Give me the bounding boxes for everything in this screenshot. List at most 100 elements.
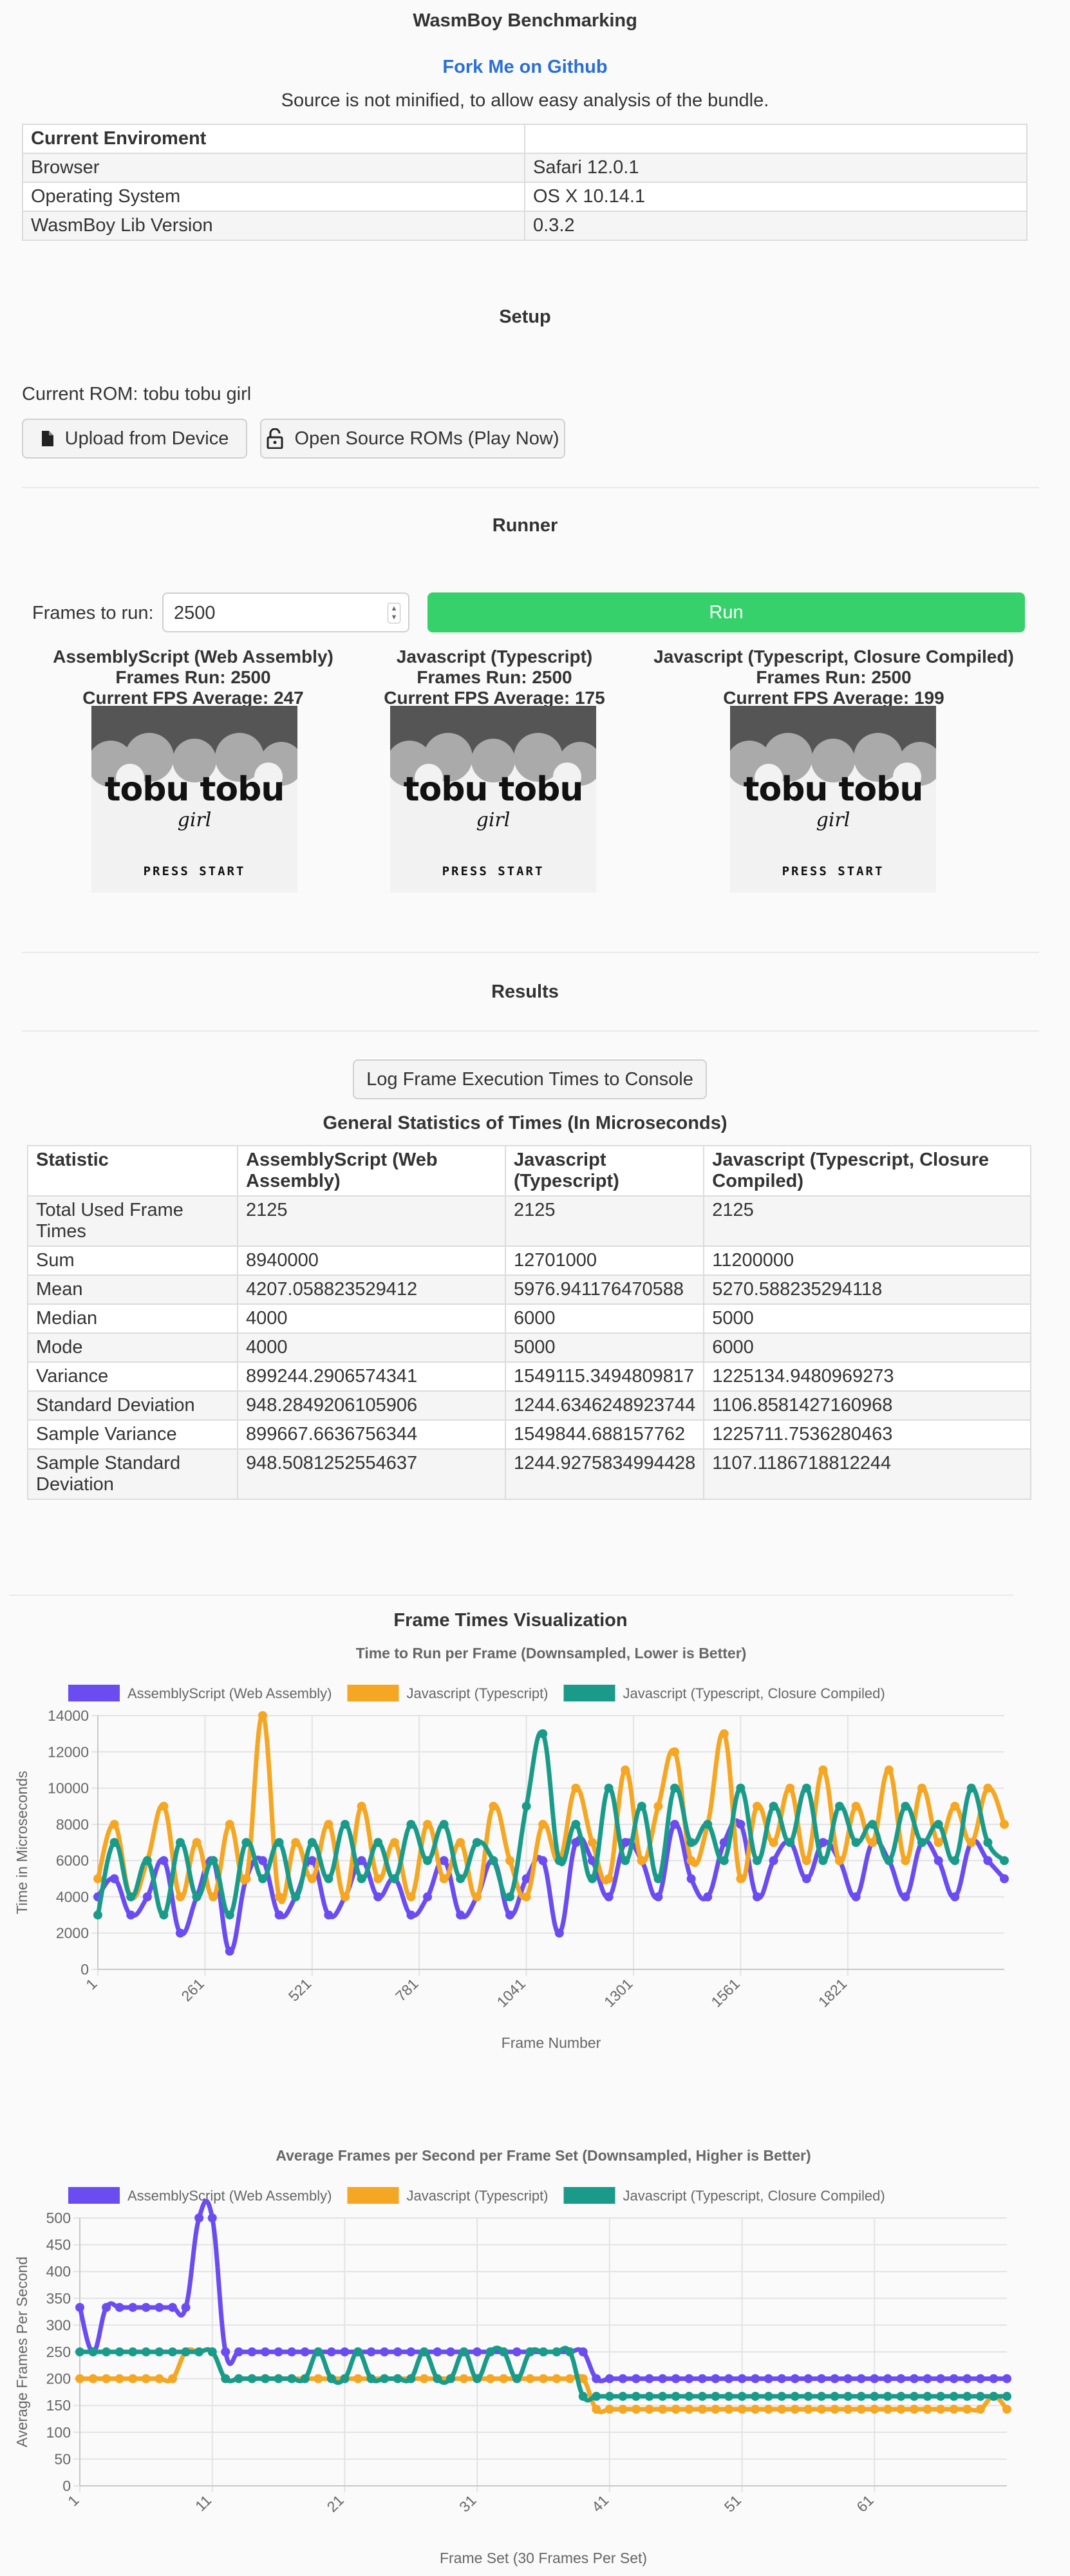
data-point	[989, 2392, 999, 2401]
log-frame-times-button[interactable]: Log Frame Execution Times to Console	[353, 1059, 707, 1099]
data-point	[393, 2374, 402, 2383]
cell: 2125	[237, 1195, 506, 1247]
data-point	[168, 2374, 177, 2383]
data-point	[406, 1910, 416, 1920]
legend-label: AssemblyScript (Web Assembly)	[127, 2188, 332, 2204]
x-tick-label: 61	[853, 2492, 876, 2515]
stepper-icon[interactable]: ▴ ▾	[388, 603, 400, 623]
series-line	[96, 1818, 1006, 1954]
data-point	[802, 1874, 811, 1884]
data-point	[176, 1928, 185, 1938]
data-point	[644, 2374, 654, 2383]
data-point	[621, 1765, 630, 1775]
data-point	[326, 2374, 336, 2383]
data-point	[653, 1801, 663, 1811]
x-axis-label: Frame Number	[502, 2034, 601, 2051]
data-point	[194, 2213, 204, 2222]
env-value: Safari 12.0.1	[524, 153, 1028, 183]
data-point	[632, 2374, 641, 2383]
table-row: Total Used Frame Times 2125 2125 2125	[27, 1195, 1031, 1247]
data-point	[686, 1838, 696, 1847]
data-point	[274, 2374, 283, 2383]
legend-swatch	[68, 1685, 120, 1701]
data-point	[592, 2405, 601, 2414]
run-button[interactable]: Run	[427, 592, 1025, 632]
data-point	[499, 2347, 509, 2356]
core-name: AssemblyScript (Web Assembly)	[53, 647, 333, 667]
game-press-start: PRESS START	[442, 864, 545, 878]
data-point	[605, 2405, 614, 2414]
data-point	[769, 1801, 778, 1811]
data-point	[423, 1856, 432, 1866]
data-point	[115, 2347, 124, 2356]
cell: Median	[27, 1303, 238, 1334]
y-tick-label: 100	[46, 2424, 71, 2441]
col-header: Javascript (Typescript, Closure Compiled…	[703, 1145, 1031, 1197]
game-screen-ts: tobu tobu girl PRESS START	[390, 706, 596, 893]
data-point	[883, 2374, 892, 2383]
data-point	[571, 1783, 581, 1793]
data-point	[366, 2347, 376, 2356]
data-point	[357, 1856, 366, 1866]
data-point	[291, 1838, 301, 1847]
data-point	[207, 2213, 217, 2222]
data-point	[141, 2347, 151, 2356]
data-point	[393, 2347, 402, 2356]
data-point	[307, 1856, 317, 1866]
data-point	[473, 2374, 482, 2383]
setup-title: Setup	[499, 307, 551, 327]
data-point	[433, 2347, 442, 2356]
cell: Total Used Frame Times	[27, 1195, 238, 1247]
data-point	[686, 1856, 696, 1866]
data-point	[261, 2347, 270, 2356]
data-point	[835, 1856, 844, 1866]
data-point	[966, 1783, 976, 1793]
data-point	[353, 2347, 362, 2356]
data-point	[459, 2374, 469, 2383]
data-point	[764, 2392, 773, 2401]
fork-github-link[interactable]: Fork Me on Github	[442, 57, 608, 77]
data-point	[802, 1856, 811, 1866]
data-point	[181, 2347, 191, 2356]
cell: Sum	[27, 1245, 238, 1276]
y-tick-label: 150	[46, 2397, 71, 2414]
environment-table: Current Enviroment Browser Safari 12.0.1 …	[22, 124, 1028, 241]
data-point	[155, 2302, 164, 2312]
run-button-label: Run	[709, 601, 744, 623]
data-point	[181, 2302, 191, 2312]
data-point	[102, 2374, 111, 2383]
game-title: tobu tobu	[403, 770, 584, 809]
open-source-roms-button[interactable]: Open Source ROMs (Play Now)	[260, 419, 565, 459]
data-point	[571, 1838, 581, 1847]
data-point	[621, 1856, 630, 1866]
data-point	[75, 2302, 84, 2312]
data-point	[843, 2374, 853, 2383]
cell: 6000	[504, 1303, 705, 1334]
divider	[22, 952, 1039, 953]
env-label: WasmBoy Lib Version	[22, 211, 525, 241]
data-point	[936, 2405, 946, 2414]
data-point	[446, 2374, 455, 2383]
data-point	[711, 2392, 720, 2401]
game-screen-closure: tobu tobu girl PRESS START	[730, 706, 936, 893]
legend-label: Javascript (Typescript, Closure Compiled…	[623, 2188, 885, 2204]
data-point	[390, 1838, 399, 1847]
cell: 1549115.3494809817	[504, 1361, 705, 1392]
data-point	[258, 1711, 267, 1720]
cell: 12701000	[504, 1245, 705, 1276]
cell: Standard Deviation	[27, 1390, 238, 1421]
data-point	[390, 1874, 399, 1884]
table-row: Standard Deviation 948.2849206105906 1244.…	[27, 1390, 1031, 1421]
data-point	[565, 2347, 575, 2356]
clouds-icon	[730, 733, 936, 790]
data-point	[142, 1856, 152, 1866]
data-point	[962, 2405, 972, 2414]
data-point	[618, 2392, 628, 2401]
upload-from-device-button[interactable]: Upload from Device	[22, 419, 247, 459]
frames-to-run-input[interactable]: 2500 ▴ ▾	[162, 592, 409, 632]
data-point	[923, 2405, 932, 2414]
y-tick-label: 300	[46, 2316, 71, 2333]
game-title: tobu tobu	[743, 770, 924, 809]
legend-swatch	[68, 2187, 120, 2204]
y-tick-label: 500	[46, 2210, 71, 2226]
